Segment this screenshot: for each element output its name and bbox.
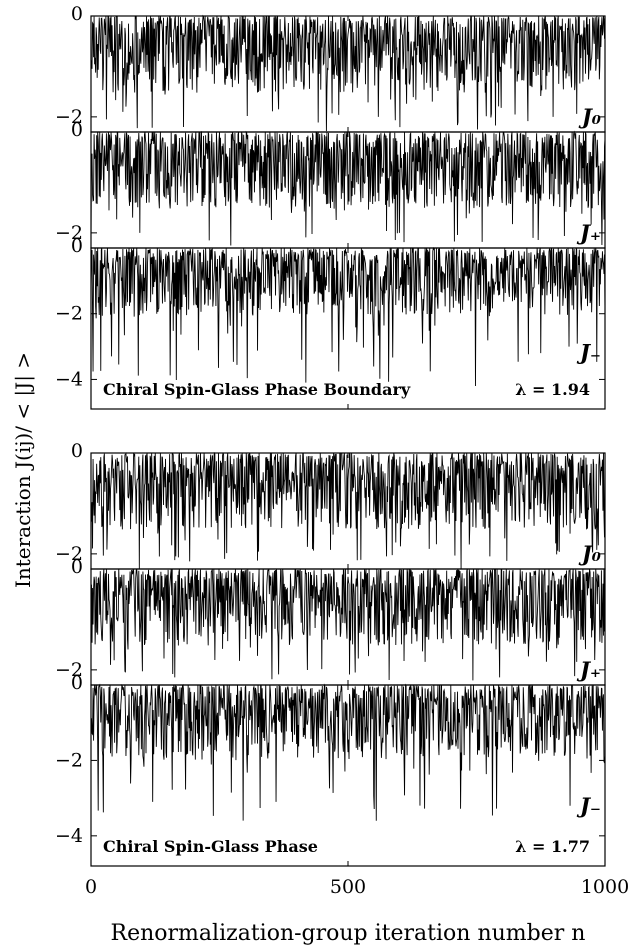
series-line-J+ — [90, 130, 606, 246]
series-label-J+: J₊ — [576, 657, 601, 682]
plot-area: 0−2 J₀0−2 J₊0−2−4J₋Chiral Spin-Glass Phase… — [55, 3, 629, 898]
x-tick-label: 0 — [85, 876, 97, 898]
series-J--panel-2: 0 −2 −4 J₋ — [55, 672, 606, 867]
series-J+-panel-2: 0 −2 J₊ — [55, 556, 606, 686]
y-axis-label-text: Interaction J(ij)/ < |J| > — [11, 352, 36, 588]
series-line-J0 — [90, 451, 606, 570]
y-tick-label: 0 — [71, 119, 83, 141]
y-tick-label: −4 — [55, 368, 83, 390]
panel-2: 0−2 J₀0−2 J₊0−2−4J₋Chiral Spin-Glass Phase… — [55, 440, 606, 867]
y-axis-label: Interaction J(ij)/ < |J| > — [11, 352, 36, 588]
series-label-J0: J₀ — [578, 541, 601, 566]
x-axis-label: Renormalization-group iteration number n — [111, 921, 586, 945]
panel-1: 0−2 J₀0−2 J₊0−2−4J₋Chiral Spin-Glass Phase… — [55, 3, 606, 410]
series-label-J+: J₊ — [576, 220, 601, 245]
series-J--panel-1: 0 −2 −4 J₋ — [55, 235, 606, 410]
y-tick-label: −2 — [55, 749, 83, 771]
lambda-annotation: λ = 1.77 — [515, 837, 590, 856]
series-J0-panel-2: 0 −2 J₀ — [55, 440, 606, 570]
y-tick-label: −2 — [55, 106, 83, 128]
y-tick-label: −4 — [55, 825, 83, 847]
y-tick-label: −2 — [55, 303, 83, 325]
x-tick-label: 500 — [330, 876, 366, 898]
panel-title: Chiral Spin-Glass Phase Boundary — [103, 380, 411, 399]
series-J0-panel-1: 0 −2 J₀ — [55, 3, 606, 133]
x-tick-label: 1000 — [581, 876, 629, 898]
y-tick-label: 0 — [71, 235, 83, 257]
lambda-annotation: λ = 1.94 — [515, 380, 590, 399]
y-tick-label: −2 — [55, 222, 83, 244]
series-line-J+ — [90, 568, 606, 681]
series-line-J- — [90, 246, 606, 387]
series-label-J-: J₋ — [576, 340, 601, 365]
series-label-J0: J₀ — [578, 104, 601, 129]
series-line-J- — [90, 683, 606, 821]
y-tick-label: −2 — [55, 543, 83, 565]
y-tick-label: 0 — [71, 440, 83, 462]
panel-title: Chiral Spin-Glass Phase — [103, 837, 318, 856]
y-tick-label: 0 — [71, 672, 83, 694]
y-tick-label: −2 — [55, 659, 83, 681]
series-label-J-: J₋ — [576, 793, 601, 818]
series-J+-panel-1: 0 −2 J₊ — [55, 119, 606, 249]
series-line-J0 — [90, 14, 606, 132]
y-tick-label: 0 — [71, 556, 83, 578]
y-tick-label: 0 — [71, 3, 83, 25]
